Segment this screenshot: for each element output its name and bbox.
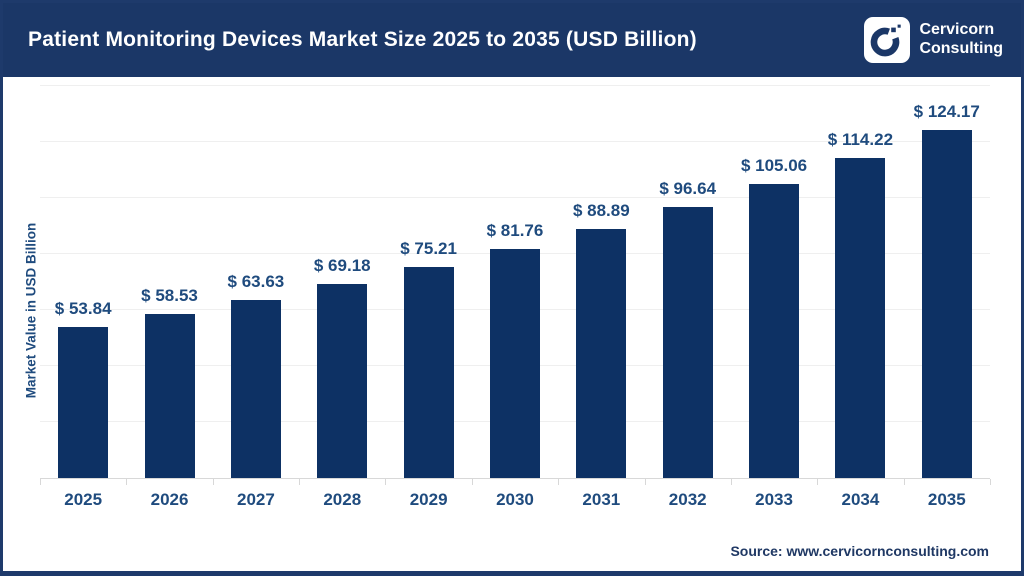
x-axis-label-2035: 2035 xyxy=(927,490,966,509)
x-axis-tick xyxy=(730,479,732,485)
bar-2031 xyxy=(576,229,627,478)
bar-2030 xyxy=(489,249,540,478)
title-bar: Patient Monitoring Devices Market Size 2… xyxy=(3,3,1021,77)
bar-2026 xyxy=(144,314,195,478)
bar-2029 xyxy=(403,267,454,478)
bar-slot-2033: $ 105.06 2033 xyxy=(731,86,817,509)
bar-value-label-2028: $ 69.18 xyxy=(313,256,371,276)
bar-slot-2027: $ 63.63 2027 xyxy=(213,86,299,509)
x-axis-label-2032: 2032 xyxy=(668,490,707,509)
bar-value-label-2027: $ 63.63 xyxy=(227,271,285,291)
bar-value-label-2026: $ 58.53 xyxy=(141,286,198,306)
bar-slot-2026: $ 58.53 2026 xyxy=(126,86,212,509)
x-axis-tick xyxy=(817,479,819,485)
gridline-100 xyxy=(40,197,990,198)
bar-2033 xyxy=(749,183,800,478)
bar-2027 xyxy=(230,299,281,478)
x-axis-line xyxy=(40,478,990,479)
y-axis-title: Market Value in USD Billion xyxy=(23,222,39,399)
bar-value-label-2030: $ 81.76 xyxy=(486,221,544,241)
brand-name-line1: Cervicorn xyxy=(919,21,995,39)
x-axis-tick xyxy=(644,479,646,485)
x-axis-tick xyxy=(471,479,473,485)
bar-slot-2035: $ 124.17 2035 xyxy=(904,86,990,509)
bar-slot-2034: $ 114.22 2034 xyxy=(817,86,903,509)
x-axis-label-2029: 2029 xyxy=(409,490,448,509)
x-axis-label-2033: 2033 xyxy=(755,490,793,509)
gridline-120 xyxy=(40,141,990,142)
brand-logo: Cervicorn Consulting xyxy=(864,17,1003,63)
bar-2035 xyxy=(921,130,972,478)
page-title: Patient Monitoring Devices Market Size 2… xyxy=(28,28,697,51)
x-axis-label-2027: 2027 xyxy=(236,490,275,509)
bar-value-label-2033: $ 105.06 xyxy=(740,155,808,175)
x-axis-label-2030: 2030 xyxy=(496,490,534,509)
gridline-140 xyxy=(40,85,990,86)
x-axis-tick xyxy=(385,479,387,485)
bar-slot-2030: $ 81.76 2030 xyxy=(472,86,558,509)
bar-2025 xyxy=(58,327,109,478)
bar-value-label-2031: $ 88.89 xyxy=(572,201,630,221)
x-axis-tick xyxy=(40,479,41,485)
brand-name: Cervicorn Consulting xyxy=(919,21,1003,59)
bar-series: $ 53.84 2025 $ 58.53 2026 $ 63.63 2027 $ 69.18… xyxy=(40,86,990,509)
bar-slot-2029: $ 75.21 2029 xyxy=(385,86,471,509)
x-axis-label-2031: 2031 xyxy=(582,490,621,509)
source-text: Source: www.cervicornconsulting.com xyxy=(730,543,989,559)
x-axis-label-2026: 2026 xyxy=(150,490,189,509)
x-axis-label-2034: 2034 xyxy=(841,490,880,509)
x-axis-tick xyxy=(299,479,301,485)
bar-2028 xyxy=(317,284,368,478)
cervicorn-logo-icon xyxy=(864,17,911,63)
bar-value-label-2032: $ 96.64 xyxy=(659,179,717,199)
brand-name-line2: Consulting xyxy=(919,40,1003,57)
x-axis-tick xyxy=(558,479,560,485)
x-axis-tick xyxy=(212,479,214,485)
bar-2034 xyxy=(835,158,886,478)
bar-chart-plot-area: $ 53.84 2025 $ 58.53 2026 $ 63.63 2027 $ 69.18… xyxy=(40,85,991,509)
x-axis-tick xyxy=(903,479,905,485)
bar-slot-2031: $ 88.89 2031 xyxy=(558,86,644,509)
bar-value-label-2025: $ 53.84 xyxy=(54,299,112,319)
x-axis-tick xyxy=(126,479,128,485)
x-axis-label-2028: 2028 xyxy=(323,490,362,509)
x-axis-label-2025: 2025 xyxy=(64,490,103,509)
bar-slot-2025: $ 53.84 2025 xyxy=(40,86,126,509)
bar-value-label-2034: $ 114.22 xyxy=(827,130,894,150)
bar-2032 xyxy=(662,207,713,478)
bar-value-label-2029: $ 75.21 xyxy=(400,239,457,259)
x-axis-tick xyxy=(990,479,991,485)
bar-slot-2032: $ 96.64 2032 xyxy=(645,86,731,509)
bar-slot-2028: $ 69.18 2028 xyxy=(299,86,385,509)
bar-value-label-2035: $ 124.17 xyxy=(913,102,980,122)
